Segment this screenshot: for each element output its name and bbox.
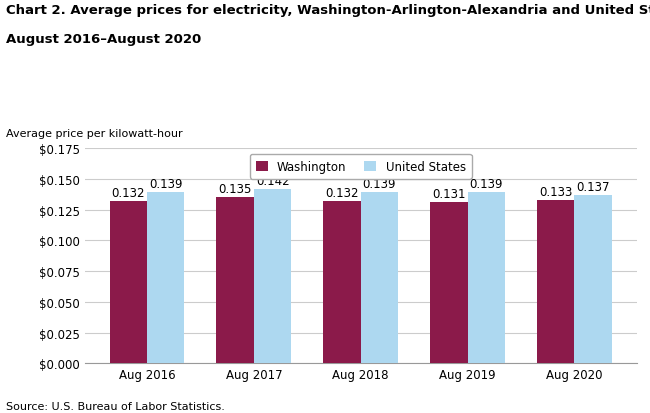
Text: 0.139: 0.139: [149, 178, 183, 191]
Text: 0.139: 0.139: [363, 178, 396, 191]
Text: Average price per kilowatt-hour: Average price per kilowatt-hour: [6, 128, 183, 138]
Bar: [575, 195, 612, 363]
Text: 0.142: 0.142: [255, 174, 289, 188]
Text: 0.131: 0.131: [432, 188, 465, 201]
Bar: [467, 193, 505, 363]
Bar: [110, 202, 147, 363]
Bar: [537, 200, 575, 363]
Bar: [323, 202, 361, 363]
Text: Chart 2. Average prices for electricity, Washington-Arlington-Alexandria and Uni: Chart 2. Average prices for electricity,…: [6, 4, 650, 17]
Text: 0.135: 0.135: [218, 183, 252, 196]
Text: 0.133: 0.133: [539, 185, 573, 198]
Text: Source: U.S. Bureau of Labor Statistics.: Source: U.S. Bureau of Labor Statistics.: [6, 401, 226, 411]
Text: August 2016–August 2020: August 2016–August 2020: [6, 33, 202, 46]
Bar: [254, 189, 291, 363]
Text: 0.132: 0.132: [325, 187, 359, 199]
Legend: Washington, United States: Washington, United States: [250, 154, 471, 179]
Bar: [361, 193, 398, 363]
Bar: [216, 198, 254, 363]
Text: 0.132: 0.132: [112, 187, 145, 199]
Bar: [430, 203, 467, 363]
Text: 0.137: 0.137: [577, 180, 610, 193]
Text: 0.139: 0.139: [469, 178, 503, 191]
Bar: [147, 193, 185, 363]
